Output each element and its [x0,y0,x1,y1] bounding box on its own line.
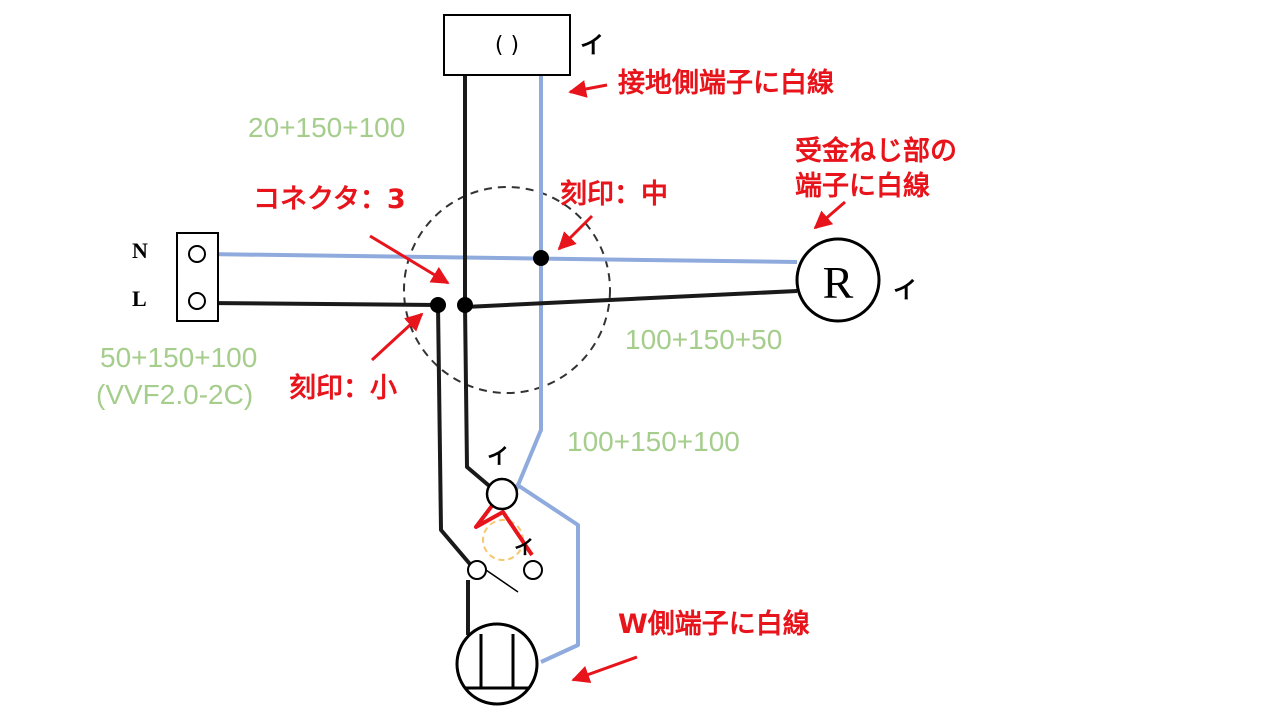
white-wires [203,76,798,664]
ceiling-box-tag: イ [580,31,604,59]
terminal-n [188,245,206,263]
note-stamp-medium: 刻印：中 [560,178,668,210]
white-wire-n [203,252,798,264]
switch-tag-mid: イ [514,535,534,559]
annotation-arrows [369,80,846,683]
arrow-ground-side [568,80,608,98]
switch-tag-top: イ [487,445,509,470]
ceiling-box-label: ( ) [495,33,519,58]
note-stamp-small: 刻印：小 [289,372,397,404]
arrow-stamp-medium [557,214,594,251]
arrow-stamp-small [370,312,424,362]
arrow-w-side [571,655,638,683]
white-wire-down [514,258,543,491]
arrow-screw-part [813,200,846,230]
arrow-connector [369,234,450,285]
pilot-lamp [485,477,519,511]
white-wire-lamp [514,482,580,664]
switch-terminal-right [523,560,543,580]
black-wire-left-down [436,304,477,572]
length-lower: 100+150+100 [567,426,740,457]
note-screw-part-1: 受金ねじ部の [795,135,957,167]
connector-dot-black-left [430,297,446,313]
length-right: 100+150+50 [625,324,782,355]
terminal-n-label: N [132,238,148,263]
length-left-2: (VVF2.0-2C) [96,379,253,410]
note-connector: コネクタ：3 [253,184,406,215]
connector-dot-black-right [457,297,473,313]
switch-lever [485,569,519,593]
length-top: 20+150+100 [248,112,405,143]
black-wire-l [203,301,439,307]
junction-box-circle [403,186,611,394]
note-ground-side: 接地側端子に白線 [618,67,834,99]
terminal-l [188,292,206,310]
note-w-side: W側端子に白線 [618,608,810,640]
switch-jumper [474,493,534,557]
length-left-1: 50+150+100 [100,342,257,373]
ceiling-box [443,14,571,76]
receptacle [795,237,881,323]
connector-dot-white [533,250,549,266]
receptacle-symbol: R [823,257,854,308]
note-screw-part-2: 端子に白線 [795,170,930,202]
receptacle-tag: イ [893,276,917,304]
outlet-symbol [455,622,539,706]
black-wire-r [464,289,798,309]
black-wires [203,76,798,635]
switch-terminal-left [467,560,487,580]
terminal-l-label: L [132,286,147,311]
